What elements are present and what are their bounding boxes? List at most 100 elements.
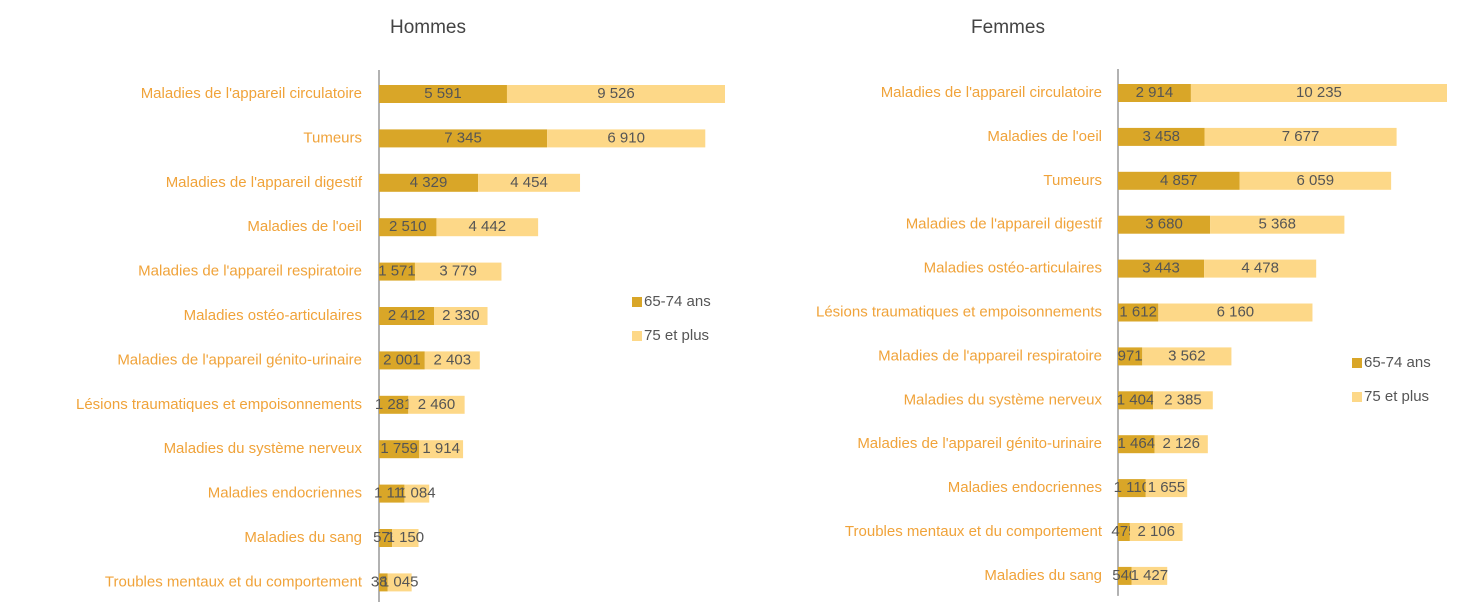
bar-segment [1129, 523, 1183, 541]
data-label: 2 385 [1164, 391, 1202, 408]
category-label: Maladies ostéo-articulaires [184, 307, 362, 324]
chart-title: Femmes [971, 17, 1045, 38]
bar-segment [1190, 84, 1447, 102]
category-label: Maladies de l'appareil digestif [166, 174, 363, 191]
data-label: 5 368 [1258, 216, 1296, 233]
bar-segment [1158, 303, 1313, 322]
data-label: 1 571 [378, 263, 416, 280]
category-label: Maladies endocriennes [948, 479, 1102, 496]
data-label: 1 084 [398, 485, 436, 502]
data-label: 1 404 [1117, 391, 1155, 408]
bar-segment [379, 529, 393, 547]
data-label: 3 458 [1142, 128, 1180, 145]
category-label: Maladies ostéo-articulaires [924, 260, 1102, 277]
bar-segment [379, 129, 548, 148]
bar-segment [419, 440, 464, 459]
data-label: 2 126 [1162, 435, 1200, 452]
bar-segment [392, 529, 419, 547]
data-label: 2 403 [434, 351, 472, 368]
data-label: 9 526 [597, 85, 635, 102]
legend-swatch [1352, 358, 1362, 368]
bar-segment [1118, 127, 1205, 146]
bar-segment [1142, 347, 1232, 366]
data-label: 4 329 [410, 174, 448, 191]
data-label: 1 427 [1131, 567, 1169, 584]
data-label: 1 759 [380, 440, 418, 457]
data-label: 1 045 [381, 573, 419, 590]
bar-segment [379, 262, 415, 281]
bar-segment [1118, 566, 1132, 585]
data-label: 2 412 [388, 307, 426, 324]
data-label: 971 [1118, 347, 1143, 364]
category-label: Maladies de l'appareil digestif [906, 216, 1103, 233]
category-label: Maladies du sang [984, 567, 1102, 584]
data-label: 7 677 [1282, 128, 1320, 145]
category-label: Maladies de l'appareil circulatoire [141, 85, 362, 102]
data-label: 4 478 [1241, 260, 1279, 277]
category-label: Troubles mentaux et du comportement [845, 523, 1103, 540]
data-label: 2 330 [442, 307, 480, 324]
bar-segment [1118, 303, 1159, 322]
category-label: Maladies de l'oeil [247, 218, 362, 235]
data-label: 2 510 [389, 218, 427, 235]
bar-segment [379, 307, 435, 325]
chart-title: Hommes [390, 17, 466, 38]
category-label: Maladies du système nerveux [904, 391, 1103, 408]
bar-segment [414, 262, 502, 281]
category-label: Maladies de l'appareil respiratoire [878, 347, 1102, 364]
category-label: Lésions traumatiques et empoisonnements [76, 396, 362, 413]
bar-segment [1145, 479, 1188, 498]
category-label: Maladies de l'appareil respiratoire [138, 263, 362, 280]
data-label: 10 235 [1296, 84, 1342, 101]
data-label: 1 150 [387, 529, 425, 546]
bar-segment [379, 218, 437, 237]
bar-segment [379, 85, 507, 103]
data-label: 6 910 [607, 129, 645, 146]
bar-segment [1153, 391, 1213, 410]
legend-label: 65-74 ans [1364, 354, 1431, 371]
bar-segment [404, 484, 430, 503]
data-label: 1 281 [375, 396, 413, 413]
data-label: 6 059 [1297, 172, 1335, 189]
data-label: 1 111 [374, 485, 409, 502]
data-label: 1 464 [1118, 435, 1156, 452]
legend-swatch [632, 331, 642, 341]
data-label: 4 454 [510, 174, 548, 191]
bar-segment [379, 573, 388, 592]
bar-segment [379, 484, 405, 503]
bar-segment [1118, 435, 1155, 454]
bar-segment [424, 351, 480, 370]
data-label: 3 779 [439, 263, 477, 280]
category-label: Maladies du système nerveux [164, 440, 363, 457]
bar-segment [434, 307, 488, 325]
data-label: 2 914 [1136, 84, 1174, 101]
legend-label: 75 et plus [1364, 388, 1429, 405]
bar-segment [1118, 84, 1191, 102]
category-label: Tumeurs [1043, 172, 1102, 189]
bar-segment [379, 351, 425, 370]
data-label: 1 655 [1148, 479, 1186, 496]
bar-segment [1154, 435, 1208, 454]
bar-segment [379, 173, 479, 192]
bar-segment [1204, 259, 1317, 278]
bar-segment [387, 573, 412, 592]
bar-segment [1239, 171, 1392, 190]
bar-segment [1131, 566, 1168, 585]
category-label: Maladies de l'appareil génito-urinaire [117, 351, 362, 368]
bar-segment [436, 218, 539, 237]
data-label: 1 110 [1114, 479, 1150, 496]
data-label: 3 443 [1142, 260, 1180, 277]
bar-segment [408, 395, 465, 414]
category-label: Maladies endocriennes [208, 485, 362, 502]
data-label: 4 857 [1160, 172, 1198, 189]
bar-segment [1118, 523, 1130, 541]
category-label: Tumeurs [303, 129, 362, 146]
bar-segment [1118, 171, 1240, 190]
data-label: 2 106 [1137, 523, 1175, 540]
category-label: Troubles mentaux et du comportement [105, 573, 363, 590]
bar-segment [1118, 479, 1146, 498]
category-label: Lésions traumatiques et empoisonnements [816, 303, 1102, 320]
bar-segment [547, 129, 706, 148]
legend-swatch [1352, 392, 1362, 402]
